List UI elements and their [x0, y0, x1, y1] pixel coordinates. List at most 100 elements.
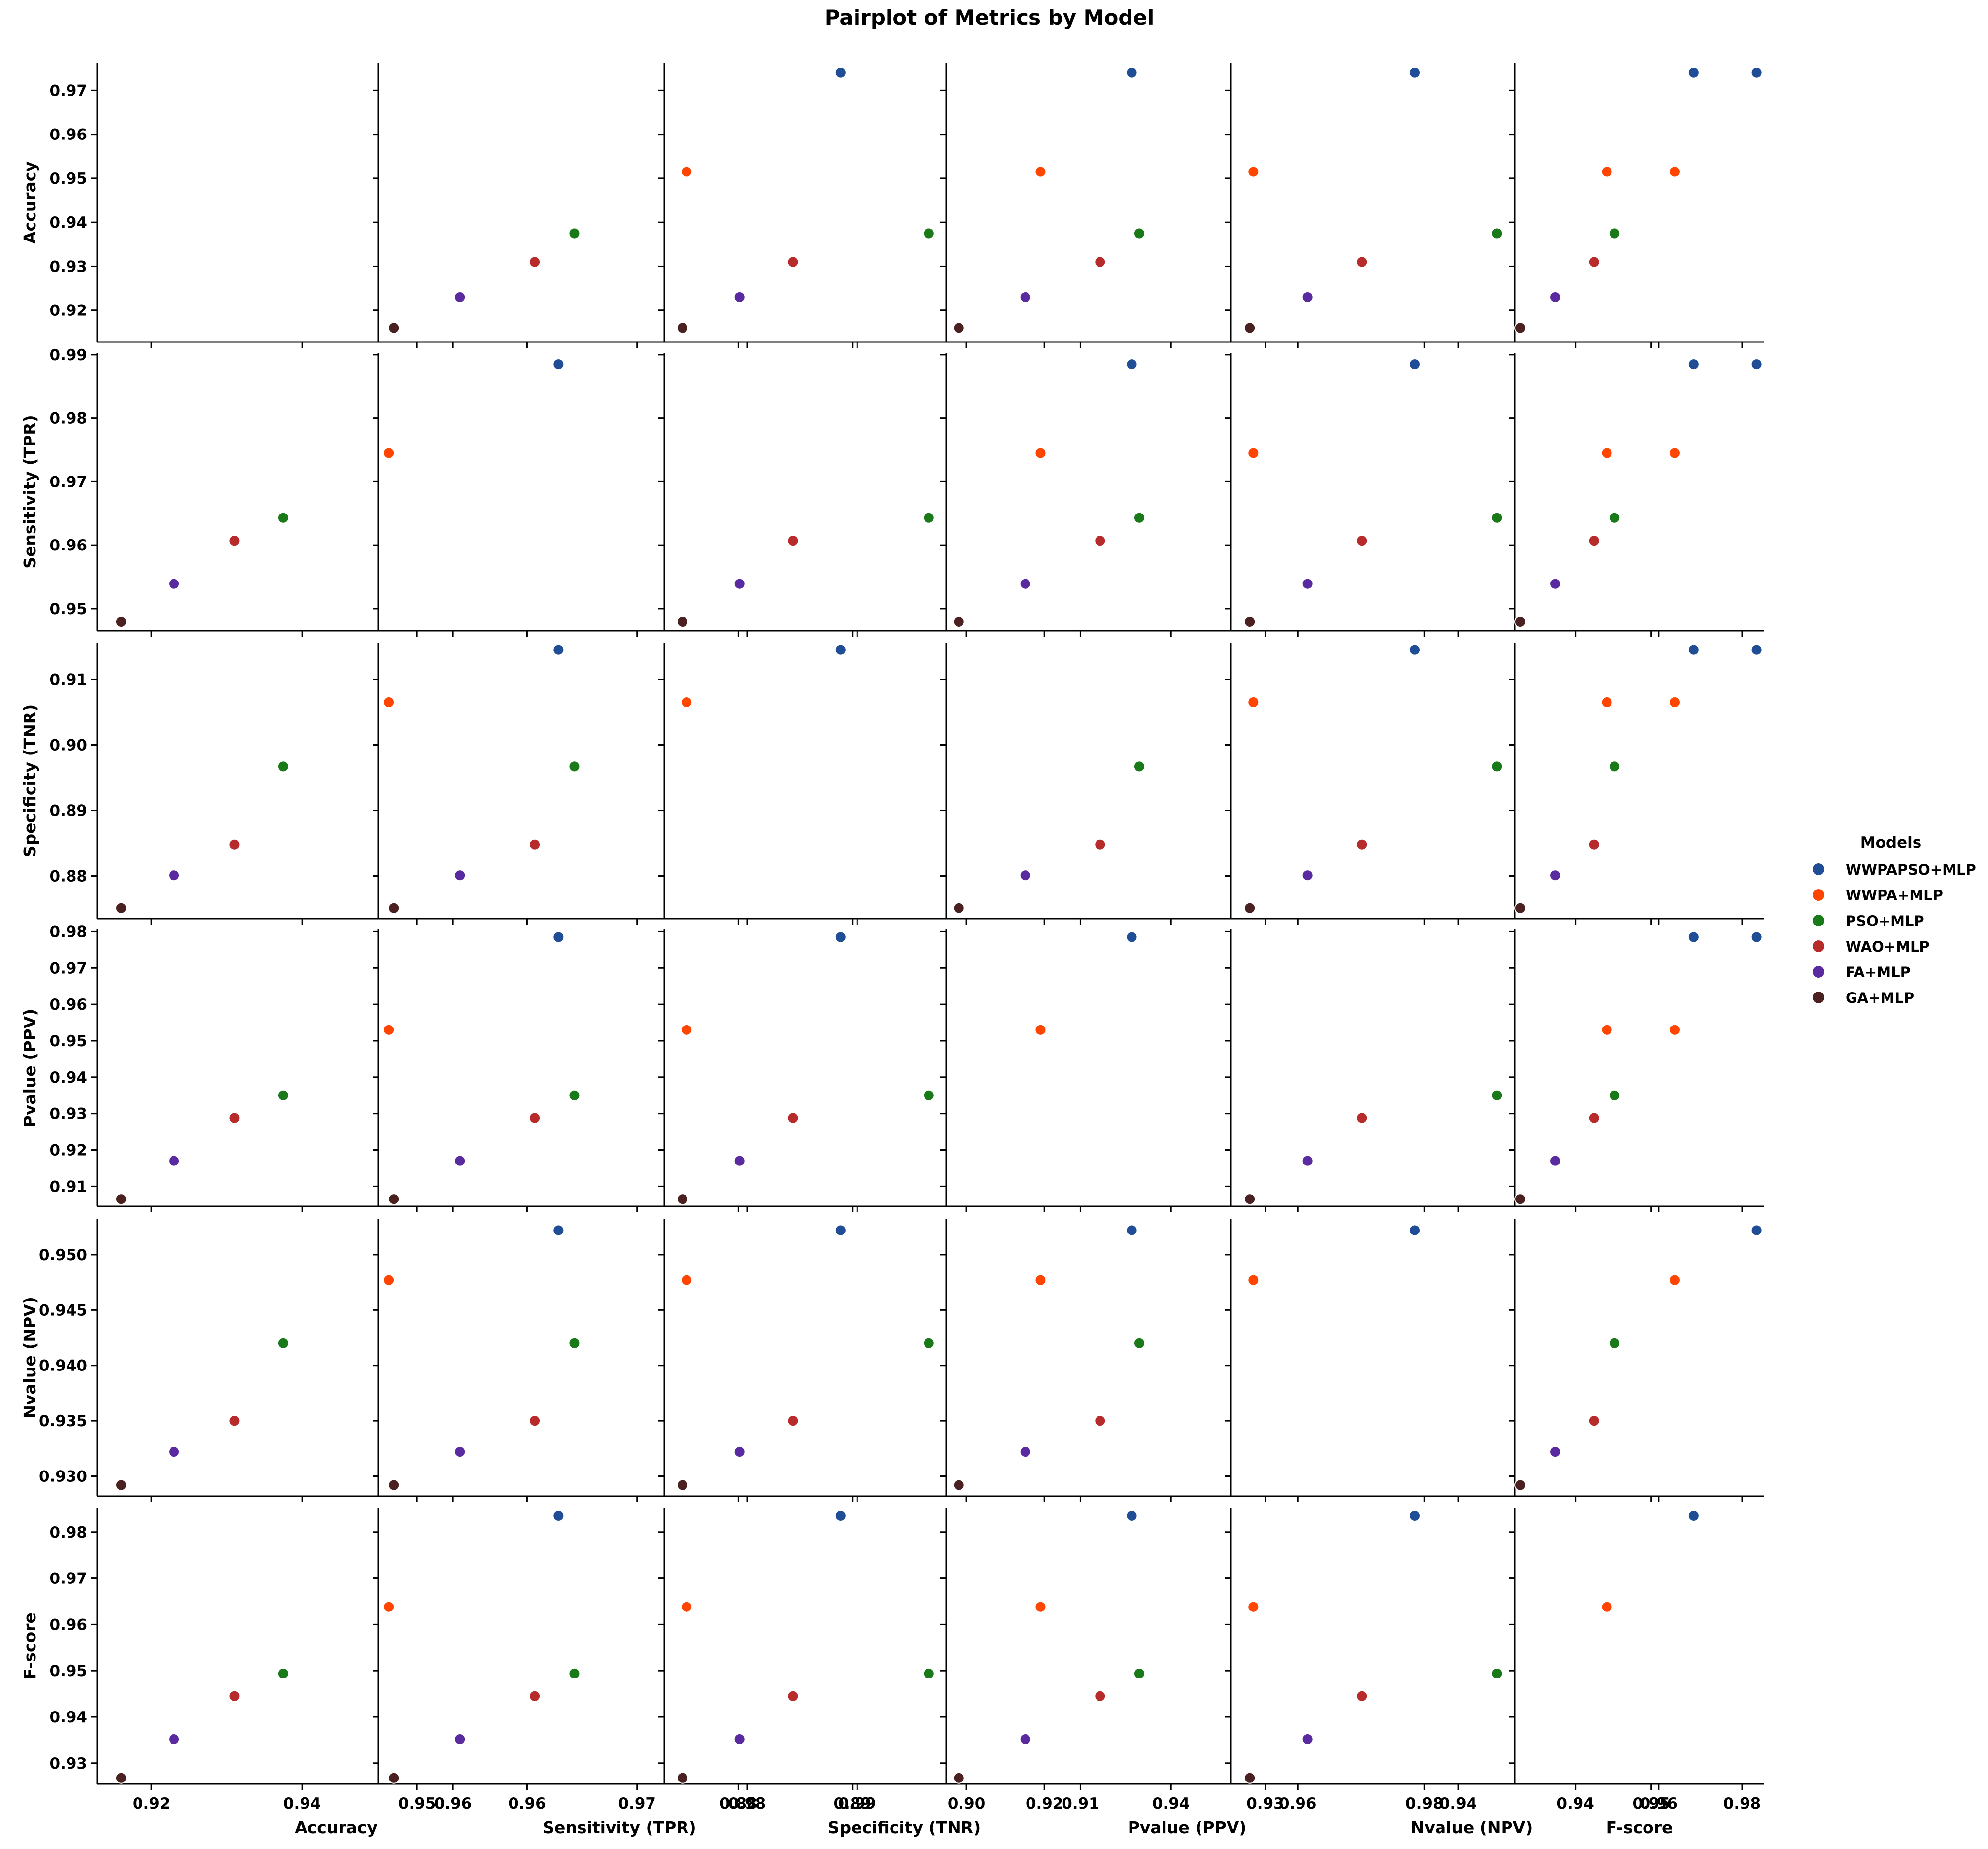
point-ga-mlp: [388, 322, 400, 334]
point-ga-mlp: [953, 902, 965, 914]
y-tick-label: 0.96: [50, 996, 88, 1014]
point-fa-mlp: [733, 1155, 746, 1167]
point-wwpapso-mlp: [1409, 1224, 1421, 1236]
panel-specificity-tnr-vs-nvalue-npv: [1225, 643, 1713, 924]
point-wwpapso-mlp: [1126, 67, 1138, 79]
y-axis-label: Sensitivity (TPR): [20, 415, 39, 569]
y-tick-label: 0.94: [50, 214, 88, 232]
point-wao-mlp: [228, 1690, 240, 1702]
y-axis-label: Specificity (TNR): [20, 704, 39, 857]
point-fa-mlp: [1549, 291, 1562, 303]
panel-specificity-tnr-vs-specificity-tnr: [658, 643, 1144, 924]
point-wao-mlp: [787, 1112, 799, 1124]
point-pso-mlp: [1609, 1337, 1621, 1349]
point-wwpa-mlp: [1034, 1601, 1047, 1613]
panel-specificity-tnr-vs-sensitivity-tpr: [373, 643, 860, 924]
y-tick-label: 0.940: [39, 1357, 87, 1375]
point-wao-mlp: [529, 1415, 541, 1427]
point-wao-mlp: [1588, 535, 1600, 547]
point-ga-mlp: [115, 1772, 127, 1784]
point-fa-mlp: [168, 1155, 180, 1167]
panel-specificity-tnr-vs-f-score: [1509, 643, 1764, 924]
panel-specificity-tnr-vs-pvalue-ppv: [940, 643, 1428, 924]
x-tick-label: 0.92: [1026, 1795, 1063, 1813]
point-wao-mlp: [1588, 256, 1600, 268]
point-ga-mlp: [677, 322, 689, 334]
point-ga-mlp: [677, 1479, 689, 1491]
y-tick-label: 0.97: [50, 1570, 88, 1588]
point-wwpapso-mlp: [1750, 644, 1763, 656]
point-wao-mlp: [1588, 1415, 1600, 1427]
legend-item-pso-mlp: PSO+MLP: [1813, 913, 1924, 929]
x-axis-label: Nvalue (NPV): [1411, 1818, 1533, 1837]
x-tick-label: 0.94: [283, 1795, 321, 1813]
point-ga-mlp: [953, 1772, 965, 1784]
x-tick-label: 0.90: [948, 1795, 986, 1813]
y-tick-label: 0.90: [50, 737, 88, 754]
point-wwpapso-mlp: [834, 67, 847, 79]
panel-nvalue-npv-vs-specificity-tnr: [658, 1219, 1144, 1502]
panel-sensitivity-tpr-vs-pvalue-ppv: [940, 353, 1428, 637]
point-pso-mlp: [1491, 1667, 1503, 1679]
panel-accuracy-vs-accuracy: 0.92 0.93 0.94 0.95 0.96 0.97 Accuracy: [20, 63, 575, 348]
point-wao-mlp: [529, 256, 541, 268]
point-fa-mlp: [454, 869, 466, 882]
legend-item-wao-mlp: WAO+MLP: [1813, 938, 1930, 955]
legend-marker: [1813, 889, 1824, 901]
point-wao-mlp: [1588, 838, 1600, 851]
point-fa-mlp: [733, 1446, 746, 1458]
point-fa-mlp: [168, 1446, 180, 1458]
point-wwpapso-mlp: [1409, 644, 1421, 656]
point-wwpapso-mlp: [1409, 67, 1421, 79]
point-wwpapso-mlp: [834, 931, 847, 943]
point-pso-mlp: [277, 1089, 289, 1101]
legend-label: PSO+MLP: [1846, 913, 1924, 929]
panel-sensitivity-tpr-vs-specificity-tnr: [658, 353, 1144, 637]
point-fa-mlp: [1302, 1155, 1314, 1167]
point-wwpa-mlp: [681, 1601, 693, 1613]
panel-pvalue-ppv-vs-f-score: [1509, 929, 1764, 1212]
point-fa-mlp: [733, 291, 746, 303]
x-tick-label: 0.98: [728, 1795, 766, 1813]
point-ga-mlp: [1244, 616, 1256, 628]
point-pso-mlp: [923, 512, 935, 524]
legend-label: WAO+MLP: [1846, 938, 1930, 955]
y-tick-label: 0.91: [50, 1178, 88, 1196]
point-fa-mlp: [1019, 1733, 1031, 1746]
x-tick-label: 0.97: [618, 1795, 656, 1813]
legend-item-fa-mlp: FA+MLP: [1813, 964, 1911, 981]
point-pso-mlp: [1133, 512, 1145, 524]
panel-accuracy-vs-f-score: [1509, 63, 1764, 348]
x-tick-label: 0.91: [1062, 1795, 1099, 1813]
panel-pvalue-ppv-vs-sensitivity-tpr: [373, 929, 860, 1212]
point-wwpa-mlp: [1034, 1274, 1047, 1286]
y-tick-label: 0.97: [50, 959, 88, 977]
point-pso-mlp: [1133, 1337, 1145, 1349]
legend-label: GA+MLP: [1846, 990, 1914, 1006]
point-pso-mlp: [1133, 227, 1145, 240]
point-ga-mlp: [115, 902, 127, 914]
point-wwpapso-mlp: [1687, 931, 1700, 943]
point-wao-mlp: [787, 1690, 799, 1702]
point-wwpapso-mlp: [1126, 358, 1138, 371]
point-wwpapso-mlp: [552, 1509, 565, 1522]
point-wwpapso-mlp: [1126, 1509, 1138, 1522]
panel-accuracy-vs-nvalue-npv: [1225, 63, 1713, 348]
y-tick-label: 0.97: [50, 473, 88, 491]
point-fa-mlp: [454, 1733, 466, 1746]
point-wao-mlp: [787, 256, 799, 268]
panel-accuracy-vs-sensitivity-tpr: [373, 63, 860, 348]
y-tick-label: 0.950: [39, 1246, 87, 1264]
point-ga-mlp: [388, 902, 400, 914]
y-tick-label: 0.95: [50, 1032, 88, 1050]
point-pso-mlp: [1609, 227, 1621, 240]
x-tick-label: 0.92: [133, 1795, 171, 1813]
point-fa-mlp: [1302, 869, 1314, 882]
x-tick-label: 0.94: [1556, 1795, 1594, 1813]
point-wao-mlp: [529, 838, 541, 851]
point-wwpa-mlp: [1247, 447, 1260, 459]
point-fa-mlp: [1549, 578, 1562, 590]
point-ga-mlp: [953, 322, 965, 334]
point-wwpapso-mlp: [1750, 931, 1763, 943]
point-wao-mlp: [1094, 256, 1106, 268]
